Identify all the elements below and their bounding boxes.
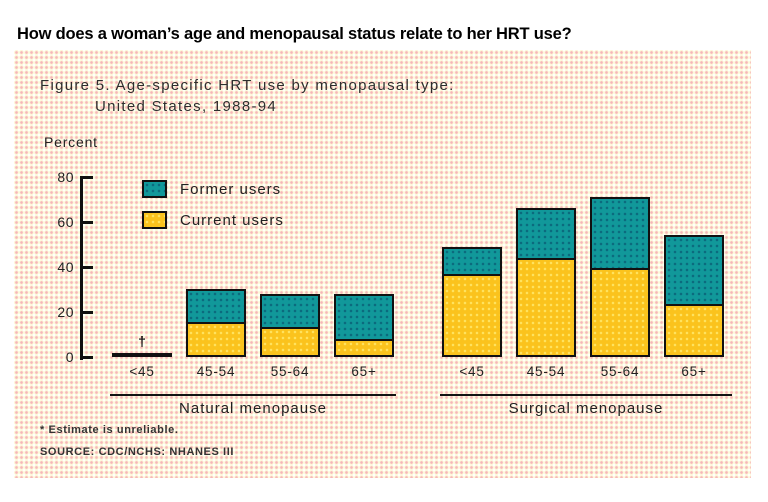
legend-item-former-users: Former users	[142, 180, 284, 198]
y-tick-label: 60	[57, 214, 74, 230]
y-tick-mark	[83, 311, 93, 314]
bar-stack	[664, 235, 724, 357]
bar-stack	[442, 247, 502, 357]
bar-segment-current-users	[666, 305, 722, 355]
x-tick-label: <45	[129, 364, 155, 379]
bar-segment-former-users	[666, 237, 722, 306]
source-line: SOURCE: CDC/NCHS: NHANES III	[40, 446, 235, 458]
bar-stack	[334, 294, 394, 357]
y-axis-title: Percent	[44, 134, 98, 150]
y-tick-mark	[83, 266, 93, 269]
figure-title-line1: Figure 5. Age-specific HRT use by menopa…	[40, 77, 455, 94]
y-tick-label: 40	[57, 259, 74, 275]
y-tick-mark	[83, 221, 93, 224]
current-users-swatch-icon	[142, 211, 167, 229]
y-tick-label: 0	[65, 349, 74, 365]
unreliable-bar-line	[112, 353, 172, 357]
x-tick-label: 45-54	[526, 364, 566, 379]
former-users-swatch-icon	[142, 180, 167, 198]
figure-title-line2: United States, 1988-94	[95, 98, 278, 115]
bar-segment-current-users	[262, 328, 318, 355]
x-tick-label: 65+	[351, 364, 377, 379]
legend-item-current-users: Current users	[142, 211, 284, 229]
bar-segment-former-users	[188, 291, 244, 324]
natural-group-rule	[110, 394, 396, 396]
x-tick-label: 45-54	[196, 364, 236, 379]
bar-stack	[186, 289, 246, 357]
x-tick-label: 65+	[681, 364, 707, 379]
legend-label: Former users	[180, 180, 282, 198]
figure-panel: Figure 5. Age-specific HRT use by menopa…	[14, 50, 751, 478]
bar-segment-current-users	[592, 270, 648, 355]
page-title: How does a woman’s age and menopausal st…	[17, 25, 572, 43]
plot-area: 0 20 40 60 80 <45 † 45-54 55-64 65+ <45 45-54 55-64 6…	[14, 50, 751, 478]
bar-segment-former-users	[262, 296, 318, 329]
x-tick-label: 55-64	[600, 364, 640, 379]
bar-segment-former-users	[444, 249, 500, 277]
y-tick-label: 20	[57, 304, 74, 320]
bar-segment-current-users	[444, 276, 500, 355]
y-axis-line	[80, 176, 83, 360]
bar-segment-former-users	[592, 199, 648, 271]
legend-label: Current users	[180, 211, 284, 229]
x-tick-label: 55-64	[270, 364, 310, 379]
bar-stack	[260, 294, 320, 357]
chart-legend: Former users Current users	[142, 180, 284, 242]
bar-stack	[516, 208, 576, 357]
y-tick-label: 80	[57, 169, 74, 185]
bar-segment-current-users	[188, 324, 244, 355]
surgical-group-rule	[440, 394, 732, 396]
footnote: * Estimate is unreliable.	[40, 424, 179, 436]
bar-segment-current-users	[336, 340, 392, 355]
y-tick-mark	[83, 356, 93, 359]
x-tick-label: <45	[459, 364, 485, 379]
natural-group-label: Natural menopause	[179, 400, 327, 417]
bar-segment-former-users	[336, 296, 392, 341]
unreliable-marker: †	[138, 333, 146, 349]
surgical-group-label: Surgical menopause	[508, 400, 664, 417]
bar-segment-former-users	[518, 210, 574, 260]
bar-stack	[590, 197, 650, 357]
bar-segment-current-users	[518, 259, 574, 355]
y-tick-mark	[83, 176, 93, 179]
